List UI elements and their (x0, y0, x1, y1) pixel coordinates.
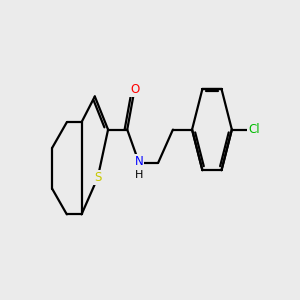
Text: S: S (94, 171, 101, 184)
Text: H: H (135, 170, 143, 181)
Text: Cl: Cl (248, 123, 260, 136)
Text: O: O (130, 82, 139, 96)
Text: N: N (135, 155, 143, 168)
